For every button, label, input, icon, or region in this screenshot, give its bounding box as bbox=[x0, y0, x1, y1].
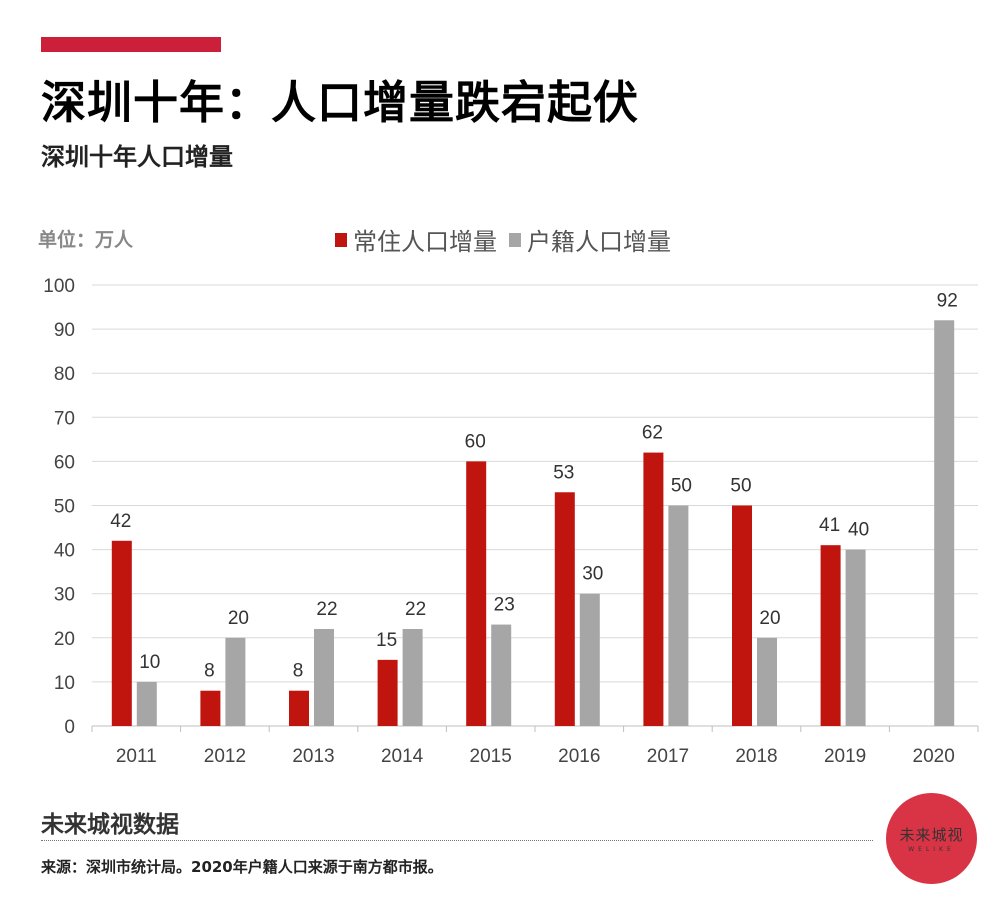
footer-brand: 未来城视数据 bbox=[41, 812, 179, 838]
x-tick-label: 2016 bbox=[558, 746, 600, 767]
y-tick-label: 10 bbox=[54, 673, 75, 694]
bar-resident bbox=[820, 545, 841, 726]
footer-divider bbox=[41, 840, 873, 841]
data-label: 20 bbox=[759, 608, 780, 629]
bar-registered bbox=[934, 320, 955, 726]
data-label: 23 bbox=[494, 595, 515, 616]
data-label: 40 bbox=[848, 520, 869, 541]
page-title: 深圳十年：人口增量跌宕起伏 bbox=[41, 76, 640, 129]
x-tick-label: 2013 bbox=[292, 746, 334, 767]
data-label: 8 bbox=[204, 661, 215, 682]
y-tick-label: 30 bbox=[54, 585, 75, 606]
bar-registered bbox=[136, 681, 157, 726]
bar-resident bbox=[289, 690, 309, 726]
x-tick-label: 2018 bbox=[735, 746, 777, 767]
y-tick-label: 70 bbox=[54, 408, 75, 429]
bar-resident bbox=[111, 540, 132, 726]
legend-label-resident: 常住人口增量 bbox=[353, 228, 497, 256]
chart-subtitle: 深圳十年人口增量 bbox=[41, 143, 233, 171]
bar-resident bbox=[554, 492, 575, 726]
bar-registered bbox=[668, 505, 689, 726]
legend-label-registered: 户籍人口增量 bbox=[527, 228, 671, 256]
data-label: 62 bbox=[642, 423, 663, 444]
data-label: 50 bbox=[730, 476, 751, 497]
x-tick-label: 2011 bbox=[116, 746, 157, 767]
legend-swatch-registered bbox=[509, 232, 521, 247]
bar-resident bbox=[377, 659, 398, 726]
bar-registered bbox=[491, 624, 512, 726]
brand-logo: 未来城视 WELIKE bbox=[886, 793, 977, 884]
y-tick-label: 50 bbox=[54, 497, 75, 518]
data-label: 22 bbox=[405, 599, 426, 620]
source-note: 来源：深圳市统计局。2020年户籍人口来源于南方都市报。 bbox=[41, 858, 443, 876]
legend-item-resident: 常住人口增量 bbox=[335, 222, 497, 257]
data-label: 22 bbox=[316, 599, 337, 620]
bar-resident bbox=[732, 505, 752, 726]
bar-registered bbox=[314, 628, 334, 726]
bar-registered bbox=[845, 549, 866, 726]
data-label: 30 bbox=[582, 564, 603, 585]
bar-resident bbox=[643, 452, 664, 726]
y-tick-label: 20 bbox=[54, 629, 75, 650]
y-tick-label: 100 bbox=[43, 276, 75, 297]
x-tick-label: 2019 bbox=[824, 746, 866, 767]
data-label: 42 bbox=[110, 511, 131, 532]
legend-swatch-resident bbox=[335, 232, 347, 247]
x-tick-label: 2012 bbox=[204, 746, 246, 767]
data-label: 8 bbox=[293, 661, 304, 682]
data-label: 50 bbox=[671, 476, 692, 497]
bar-chart: 0102030405060708090100201142102012820201… bbox=[43, 276, 979, 767]
x-tick-label: 2015 bbox=[470, 746, 512, 767]
bar-resident bbox=[466, 461, 487, 726]
data-label: 53 bbox=[553, 462, 574, 483]
data-label: 20 bbox=[228, 608, 249, 629]
bar-registered bbox=[402, 628, 423, 726]
bar-registered bbox=[579, 593, 600, 726]
chart-legend: 常住人口增量 户籍人口增量 bbox=[335, 222, 683, 257]
x-tick-label: 2017 bbox=[647, 746, 689, 767]
y-tick-label: 60 bbox=[54, 452, 75, 473]
y-tick-label: 80 bbox=[54, 364, 75, 385]
data-label: 10 bbox=[139, 652, 160, 673]
accent-bar bbox=[41, 37, 221, 52]
unit-label: 单位：万人 bbox=[38, 229, 134, 251]
data-label: 41 bbox=[819, 515, 840, 536]
y-tick-label: 90 bbox=[54, 320, 75, 341]
bar-registered bbox=[757, 637, 777, 726]
y-tick-label: 40 bbox=[54, 541, 75, 562]
data-label: 15 bbox=[376, 630, 397, 651]
x-tick-label: 2020 bbox=[913, 746, 955, 767]
x-tick-label: 2014 bbox=[381, 746, 424, 767]
logo-text-cn: 未来城视 bbox=[899, 826, 964, 844]
data-label: 92 bbox=[937, 290, 958, 311]
bar-registered bbox=[225, 637, 246, 726]
data-label: 60 bbox=[465, 431, 486, 452]
logo-text-en: WELIKE bbox=[908, 846, 955, 853]
legend-item-registered: 户籍人口增量 bbox=[509, 222, 671, 257]
y-tick-label: 0 bbox=[64, 717, 75, 738]
bar-resident bbox=[200, 690, 221, 726]
